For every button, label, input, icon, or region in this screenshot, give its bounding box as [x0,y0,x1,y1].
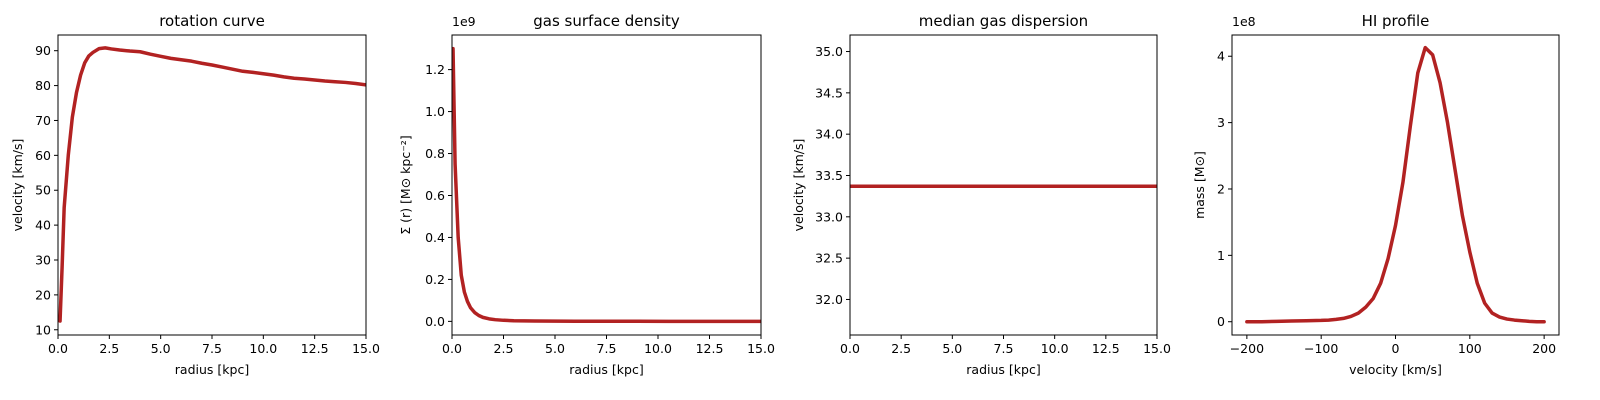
x-tick-label: 15.0 [747,341,775,356]
series-line [452,46,761,324]
x-tick-label: 10.0 [644,341,672,356]
ylabel: mass [M⊙] [1192,151,1207,219]
y-tick-label: 3 [1217,115,1225,130]
xlabel: radius [kpc] [966,362,1040,377]
chart-title: median gas dispersion [919,12,1088,30]
y-tick-label: 34.5 [815,85,843,100]
y-tick-label: 10 [35,322,51,337]
y-tick-label: 0.0 [425,314,445,329]
chart-title: gas surface density [533,12,680,30]
y-tick-label: 80 [35,78,51,93]
series-line [1245,45,1546,324]
x-tick-label: 15.0 [352,341,380,356]
x-tick-label: −200 [1230,341,1264,356]
y-tick-label: 30 [35,253,51,268]
x-tick-label: 5.0 [151,341,171,356]
subplot-1: 0.0 2.5 5.0 7.5 10.0 12.5 15.0 10 20 30 40 50 60 70 80… [10,12,380,377]
x-tick-label: 10.0 [249,341,277,356]
ylabel: velocity [km/s] [791,139,806,232]
xlabel: radius [kpc] [569,362,643,377]
y-tick-label: 0.6 [425,188,445,203]
series-line [58,46,366,323]
x-tick-label: 12.5 [696,341,724,356]
offset-text: 1e9 [452,14,476,29]
x-tick-label: −100 [1304,341,1338,356]
y-tick-label: 0.2 [425,272,445,287]
y-tick-label: 0 [1217,314,1225,329]
y-tick-label: 50 [35,183,51,198]
x-tick-label: 10.0 [1041,341,1069,356]
x-tick-label: 2.5 [494,341,514,356]
y-tick-label: 20 [35,287,51,302]
x-tick-label: 0.0 [48,341,68,356]
y-tick-label: 33.0 [815,209,843,224]
axes-frame [1231,34,1560,336]
xlabel: radius [kpc] [175,362,249,377]
chart-title: rotation curve [159,12,265,30]
ylabel: Σ (r) [M⊙ kpc⁻²] [398,135,413,234]
x-tick-label: 15.0 [1143,341,1171,356]
x-tick-label: 7.5 [994,341,1014,356]
x-tick-label: 7.5 [202,341,222,356]
y-tick-label: 70 [35,113,51,128]
x-tick-label: 0.0 [840,341,860,356]
x-tick-label: 7.5 [597,341,617,356]
chart-title: HI profile [1362,12,1430,30]
y-tick-label: 1 [1217,248,1225,263]
x-tick-label: 0 [1392,341,1400,356]
x-tick-label: 2.5 [99,341,119,356]
y-tick-label: 40 [35,218,51,233]
y-tick-label: 35.0 [815,44,843,59]
y-tick-label: 1.0 [425,104,445,119]
x-tick-label: 5.0 [942,341,962,356]
y-tick-label: 0.4 [425,230,445,245]
y-tick-label: 34.0 [815,127,843,142]
offset-text: 1e8 [1232,14,1256,29]
x-tick-label: 12.5 [301,341,329,356]
y-tick-label: 32.0 [815,292,843,307]
y-tick-label: 1.2 [425,62,445,77]
y-tick-label: 90 [35,43,51,58]
subplot-2: 0.0 2.5 5.0 7.5 10.0 12.5 15.0 0.0 0.2 0.4 0.6 0.8 1… [398,12,775,377]
x-tick-label: 100 [1458,341,1482,356]
x-tick-label: 12.5 [1092,341,1120,356]
x-tick-label: 2.5 [891,341,911,356]
x-tick-label: 200 [1532,341,1556,356]
axes-frame [451,34,762,336]
y-tick-label: 0.8 [425,146,445,161]
subplot-3: 0.0 2.5 5.0 7.5 10.0 12.5 15.0 32.0 32.5 33.0 33.5… [791,12,1171,377]
y-tick-label: 32.5 [815,251,843,266]
y-tick-label: 33.5 [815,168,843,183]
x-tick-label: 5.0 [545,341,565,356]
y-tick-label: 2 [1217,181,1225,196]
x-tick-label: 0.0 [442,341,462,356]
y-tick-label: 60 [35,148,51,163]
xlabel: velocity [km/s] [1349,362,1442,377]
subplot-4: −200 −100 0 100 200 0 1 2 3 4 HI profile velocity [… [1192,12,1560,377]
ylabel: velocity [km/s] [10,139,25,232]
y-tick-label: 4 [1217,49,1225,64]
